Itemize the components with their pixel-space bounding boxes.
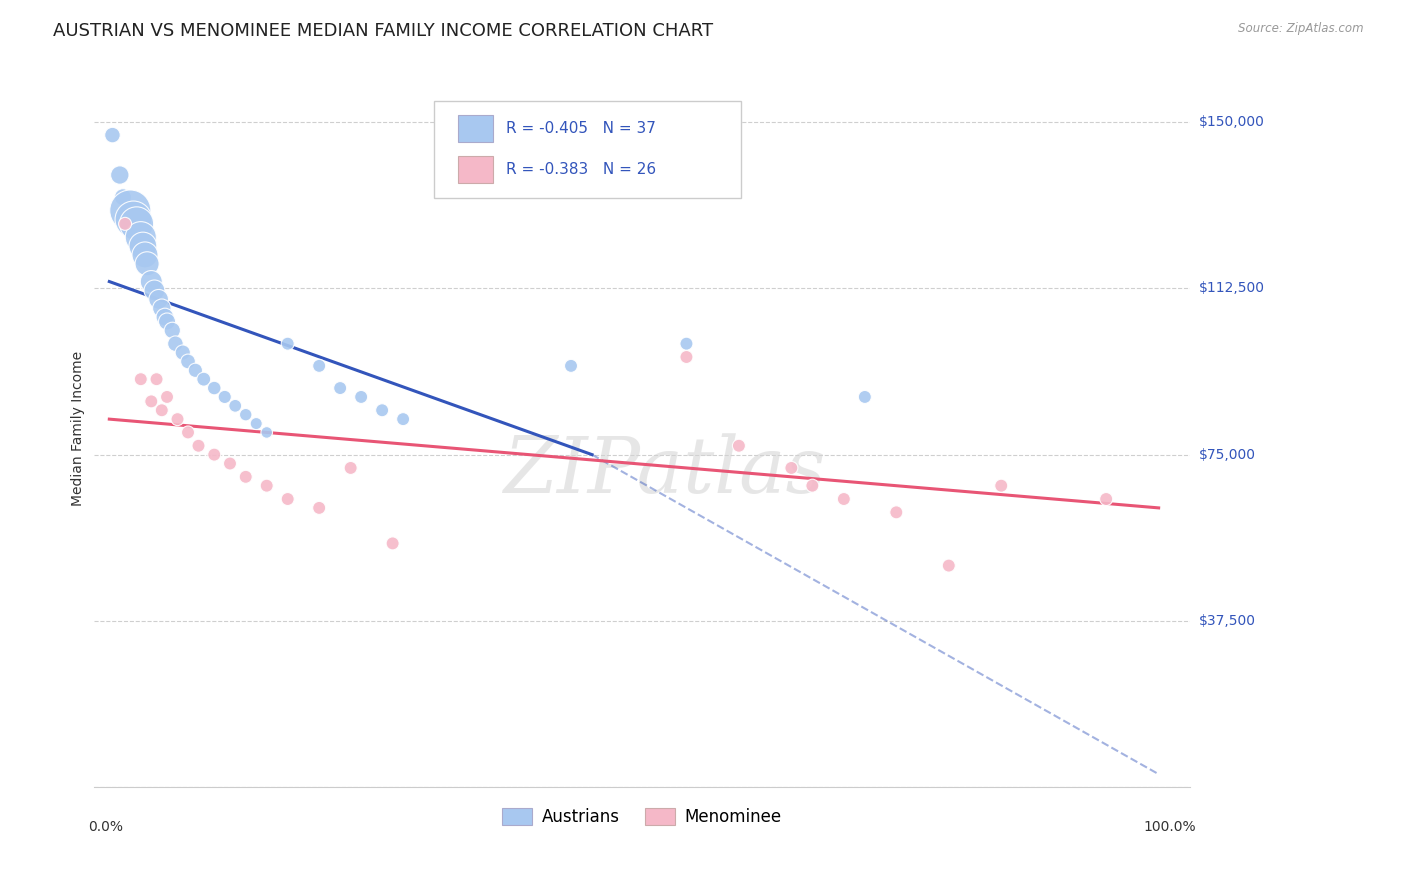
- Point: [111, 190, 134, 204]
- Point: [141, 394, 163, 409]
- Point: [101, 128, 124, 142]
- Legend: Austrians, Menominee: Austrians, Menominee: [495, 802, 789, 833]
- FancyBboxPatch shape: [433, 101, 741, 198]
- Point: [1095, 491, 1118, 506]
- Point: [780, 461, 803, 475]
- Point: [202, 381, 225, 395]
- Point: [114, 217, 136, 231]
- Text: ZIPatlas: ZIPatlas: [502, 433, 825, 509]
- Point: [339, 461, 361, 475]
- Point: [145, 372, 167, 386]
- Point: [308, 500, 330, 515]
- Point: [148, 293, 170, 307]
- Point: [141, 275, 163, 289]
- Point: [219, 457, 242, 471]
- Point: [884, 505, 907, 519]
- Point: [560, 359, 582, 373]
- Point: [172, 345, 194, 359]
- Point: [156, 314, 179, 328]
- Text: $37,500: $37,500: [1198, 614, 1256, 628]
- Point: [156, 390, 179, 404]
- Point: [350, 390, 373, 404]
- Point: [801, 479, 824, 493]
- Point: [853, 390, 876, 404]
- Point: [256, 425, 278, 440]
- Point: [728, 439, 751, 453]
- Point: [193, 372, 215, 386]
- Point: [308, 359, 330, 373]
- Point: [202, 448, 225, 462]
- Point: [150, 301, 173, 315]
- Point: [125, 217, 148, 231]
- Point: [256, 479, 278, 493]
- Point: [136, 257, 159, 271]
- Point: [990, 479, 1012, 493]
- Point: [153, 310, 176, 324]
- Point: [134, 248, 156, 262]
- Point: [177, 354, 200, 368]
- Point: [177, 425, 200, 440]
- Bar: [457, 114, 492, 142]
- Point: [132, 239, 155, 253]
- Point: [245, 417, 267, 431]
- Point: [235, 470, 257, 484]
- Text: Source: ZipAtlas.com: Source: ZipAtlas.com: [1239, 22, 1364, 36]
- Point: [371, 403, 394, 417]
- Point: [122, 212, 145, 227]
- Point: [235, 408, 257, 422]
- Point: [277, 336, 299, 351]
- Point: [129, 372, 152, 386]
- Point: [184, 363, 207, 377]
- Y-axis label: Median Family Income: Median Family Income: [72, 351, 86, 506]
- Point: [162, 323, 184, 337]
- Point: [150, 403, 173, 417]
- Point: [214, 390, 236, 404]
- Point: [675, 336, 697, 351]
- Point: [129, 230, 152, 244]
- Point: [329, 381, 352, 395]
- Point: [165, 336, 187, 351]
- Point: [187, 439, 209, 453]
- Point: [938, 558, 960, 573]
- Text: 0.0%: 0.0%: [89, 820, 124, 834]
- Text: 100.0%: 100.0%: [1143, 820, 1195, 834]
- Point: [832, 491, 855, 506]
- Text: $75,000: $75,000: [1198, 448, 1256, 462]
- Point: [108, 168, 131, 182]
- Point: [277, 491, 299, 506]
- Text: AUSTRIAN VS MENOMINEE MEDIAN FAMILY INCOME CORRELATION CHART: AUSTRIAN VS MENOMINEE MEDIAN FAMILY INCO…: [53, 22, 714, 40]
- Point: [675, 350, 697, 364]
- Point: [392, 412, 415, 426]
- Point: [166, 412, 188, 426]
- Point: [381, 536, 404, 550]
- Text: R = -0.405   N = 37: R = -0.405 N = 37: [506, 120, 655, 136]
- Text: $112,500: $112,500: [1198, 281, 1264, 295]
- Text: R = -0.383   N = 26: R = -0.383 N = 26: [506, 161, 657, 177]
- Point: [120, 203, 142, 218]
- Point: [224, 399, 246, 413]
- Point: [143, 284, 166, 298]
- Bar: [457, 155, 492, 183]
- Text: $150,000: $150,000: [1198, 115, 1264, 128]
